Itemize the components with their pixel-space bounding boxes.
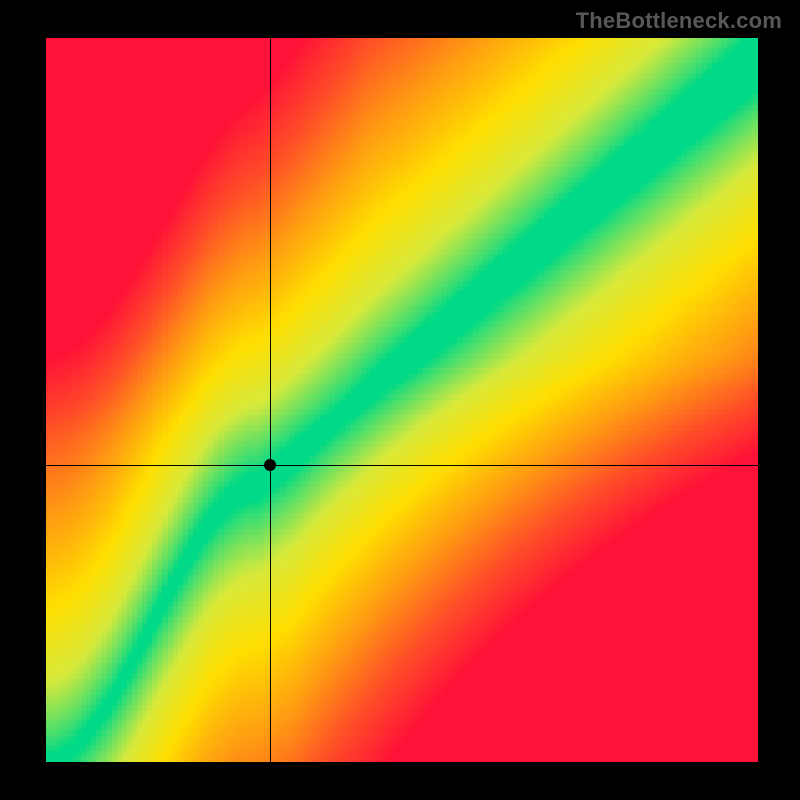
watermark-text: TheBottleneck.com (576, 8, 782, 34)
heatmap-plot-area (46, 38, 758, 762)
heatmap-canvas (46, 38, 758, 762)
crosshair-vertical (270, 38, 271, 762)
crosshair-marker-dot (264, 459, 276, 471)
crosshair-horizontal (46, 465, 758, 466)
